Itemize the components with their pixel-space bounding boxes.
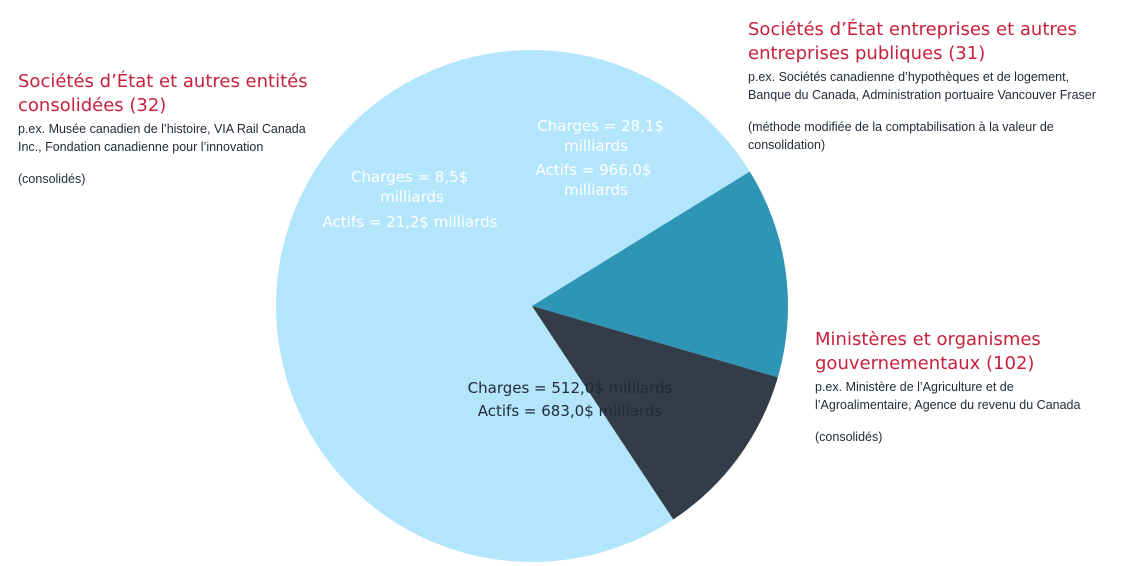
callout-note: (méthode modifiée de la comptabilisation… — [748, 118, 1133, 154]
callout-note: (consolidés) — [18, 170, 348, 188]
callout-title-line: consolidées (32) — [18, 95, 167, 116]
callout-desc-line: p.ex. Sociétés canadienne d’hypothèques … — [748, 70, 1070, 84]
label-line: Charges = 8,5$ — [351, 168, 468, 186]
callout-title-line: Sociétés d’État et autres entités — [18, 71, 308, 92]
callout-note: (consolidés) — [815, 428, 1130, 446]
slice-label-consolidated-charges: Charges = 8,5$ milliards — [351, 168, 473, 206]
slice-consolidated-crown — [532, 171, 789, 378]
slice-departments — [276, 49, 750, 562]
callout-desc-line: p.ex. Musée canadien de l’histoire, VIA … — [18, 122, 306, 136]
callout-note-line: consolidation) — [748, 138, 826, 152]
callout-title: Ministères et organismes gouvernementaux… — [815, 328, 1130, 376]
callout-consolidated-crown: Sociétés d’État et autres entités consol… — [18, 70, 348, 188]
callout-desc-line: p.ex. Ministère de l’Agriculture et de — [815, 380, 1014, 394]
slice-label-consolidated-assets: Actifs = 21,2$ milliards — [323, 213, 498, 231]
slice-label-departments-charges: Charges = 512,0$ milliards — [468, 379, 673, 397]
callout-title: Sociétés d’État et autres entités consol… — [18, 70, 348, 118]
callout-description: p.ex. Sociétés canadienne d’hypothèques … — [748, 68, 1133, 104]
callout-title-line: Ministères et organismes — [815, 329, 1041, 350]
label-line: Actifs = 966,0$ — [536, 161, 652, 179]
callout-enterprise-crown: Sociétés d’État entreprises et autres en… — [748, 18, 1133, 154]
callout-title-line: gouvernementaux (102) — [815, 353, 1035, 374]
slice-label-enterprise-assets: Actifs = 966,0$ milliards — [536, 161, 657, 199]
slice-label-departments-assets: Actifs = 683,0$ milliards — [478, 402, 663, 420]
callout-note-line: (consolidés) — [18, 172, 86, 186]
callout-note-line: (méthode modifiée de la comptabilisation… — [748, 120, 1054, 134]
callout-note-line: (consolidés) — [815, 430, 883, 444]
callout-description: p.ex. Musée canadien de l’histoire, VIA … — [18, 120, 348, 156]
label-line: milliards — [380, 188, 444, 206]
callout-desc-line: Banque du Canada, Administration portuai… — [748, 88, 1096, 102]
label-line: Charges = 28,1$ — [537, 117, 664, 135]
callout-desc-line: Inc., Fondation canadienne pour l’innova… — [18, 140, 264, 154]
label-line: milliards — [564, 137, 628, 155]
callout-desc-line: l’Agroalimentaire, Agence du revenu du C… — [815, 398, 1081, 412]
slice-label-enterprise-charges: Charges = 28,1$ milliards — [537, 117, 668, 155]
callout-departments: Ministères et organismes gouvernementaux… — [815, 328, 1130, 446]
callout-description: p.ex. Ministère de l’Agriculture et de l… — [815, 378, 1130, 414]
pie-slices — [276, 49, 789, 562]
callout-title-line: entreprises publiques (31) — [748, 43, 986, 64]
label-line: milliards — [564, 181, 628, 199]
slice-enterprise-crown — [532, 306, 778, 520]
callout-title: Sociétés d’État entreprises et autres en… — [748, 18, 1133, 66]
callout-title-line: Sociétés d’État entreprises et autres — [748, 19, 1077, 40]
